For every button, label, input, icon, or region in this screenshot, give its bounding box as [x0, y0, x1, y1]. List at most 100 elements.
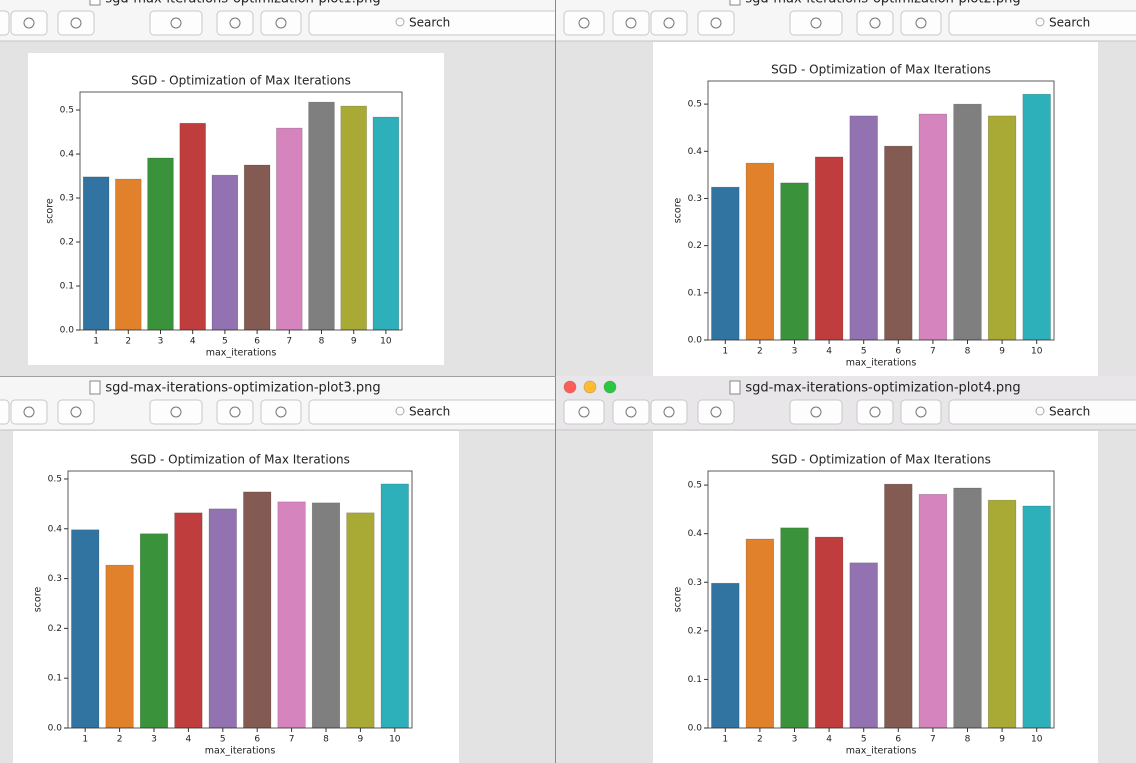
- x-tick-label: 10: [1031, 735, 1043, 745]
- traffic-light[interactable]: [563, 380, 577, 394]
- x-tick-label: 5: [861, 347, 867, 357]
- x-tick-label: 1: [722, 735, 728, 745]
- bar: [82, 176, 110, 331]
- search-field[interactable]: [948, 399, 1136, 425]
- y-tick-label: 0.2: [688, 626, 702, 636]
- bar: [711, 582, 740, 729]
- zoom-out-button[interactable]: [612, 399, 650, 425]
- search-icon: [395, 406, 405, 416]
- rotate-button[interactable]: [856, 399, 894, 425]
- share-button[interactable]: [57, 10, 95, 36]
- x-tick-label: 3: [792, 347, 798, 357]
- search-placeholder: Search: [1049, 405, 1090, 419]
- file-icon: [729, 0, 741, 6]
- preview-window: sgd-max-iterations-optimization-plot2.pn…: [556, 0, 1136, 376]
- share-button[interactable]: [697, 10, 735, 36]
- sidebar-button[interactable]: [563, 10, 605, 36]
- button-icon: [663, 406, 675, 418]
- x-tick-label: 4: [826, 347, 832, 357]
- markup-pen-button[interactable]: [789, 399, 843, 425]
- rotate-button[interactable]: [216, 399, 254, 425]
- button-icon: [915, 17, 927, 29]
- y-tick-label: 0.5: [60, 106, 74, 116]
- markup-button[interactable]: [260, 10, 302, 36]
- rotate-button[interactable]: [856, 10, 894, 36]
- x-tick-label: 7: [930, 347, 936, 357]
- x-tick-label: 10: [380, 337, 392, 347]
- preview-window: sgd-max-iterations-optimization-plot1.pn…: [0, 0, 609, 376]
- y-tick-label: 0.3: [60, 194, 74, 204]
- y-tick-label: 0.4: [60, 150, 75, 160]
- button-icon: [70, 406, 82, 418]
- x-tick-label: 6: [895, 735, 901, 745]
- file-icon: [729, 380, 741, 395]
- zoom-in-button[interactable]: [10, 10, 48, 36]
- bar: [243, 164, 271, 331]
- button-icon: [229, 406, 241, 418]
- zoom-in-button[interactable]: [650, 10, 688, 36]
- button-icon: [170, 17, 182, 29]
- bar: [918, 113, 948, 341]
- x-tick-label: 1: [722, 347, 728, 357]
- share-button[interactable]: [697, 399, 735, 425]
- x-axis-label: max_iterations: [846, 746, 917, 757]
- y-tick-label: 0.3: [688, 578, 702, 588]
- zoom-out-button[interactable]: [0, 10, 10, 36]
- bar: [372, 116, 400, 331]
- bar: [139, 533, 169, 729]
- zoom-out-button[interactable]: [0, 399, 10, 425]
- zoom-in-button[interactable]: [650, 399, 688, 425]
- plot-frame: [707, 470, 1055, 729]
- search-field[interactable]: [308, 399, 609, 425]
- bar: [953, 487, 982, 729]
- markup-button[interactable]: [260, 399, 302, 425]
- search-field[interactable]: [308, 10, 609, 36]
- y-tick-label: 0.5: [48, 474, 62, 484]
- markup-button[interactable]: [900, 10, 942, 36]
- file-icon: [89, 0, 101, 6]
- markup-pen-button[interactable]: [789, 10, 843, 36]
- file-icon: [89, 380, 101, 395]
- y-tick-label: 0.1: [688, 675, 702, 685]
- zoom-in-button[interactable]: [10, 399, 48, 425]
- share-button[interactable]: [57, 399, 95, 425]
- markup-pen-button[interactable]: [149, 10, 203, 36]
- bar: [340, 105, 367, 331]
- traffic-light[interactable]: [603, 380, 617, 394]
- button-icon: [810, 406, 822, 418]
- rotate-button[interactable]: [216, 10, 254, 36]
- zoom-out-button[interactable]: [612, 10, 650, 36]
- x-tick-label: 4: [190, 337, 196, 347]
- button-icon: [915, 406, 927, 418]
- bar: [147, 157, 174, 331]
- button-icon: [710, 17, 722, 29]
- bar: [814, 536, 844, 729]
- search-field[interactable]: [948, 10, 1136, 36]
- markup-button[interactable]: [900, 399, 942, 425]
- x-tick-label: 5: [220, 735, 226, 745]
- bar: [814, 156, 844, 341]
- y-axis-label: score: [45, 198, 56, 224]
- x-tick-label: 2: [757, 347, 763, 357]
- y-tick-label: 0.1: [60, 282, 74, 292]
- button-icon: [578, 406, 590, 418]
- y-tick-label: 0.2: [688, 241, 702, 251]
- y-axis-label: score: [673, 198, 684, 224]
- preview-window: sgd-max-iterations-optimization-plot4.pn…: [556, 376, 1136, 763]
- search-placeholder: Search: [1049, 16, 1090, 30]
- button-icon: [625, 17, 637, 29]
- button-icon: [170, 406, 182, 418]
- sidebar-button[interactable]: [563, 399, 605, 425]
- traffic-light[interactable]: [583, 380, 597, 394]
- button-icon: [70, 17, 82, 29]
- y-tick-label: 0.0: [60, 326, 75, 336]
- y-tick-label: 0.2: [60, 238, 74, 248]
- markup-pen-button[interactable]: [149, 399, 203, 425]
- y-tick-label: 0.3: [688, 194, 702, 204]
- x-tick-label: 4: [186, 735, 192, 745]
- bar: [780, 527, 809, 729]
- window-title: sgd-max-iterations-optimization-plot4.pn…: [745, 381, 1020, 396]
- y-tick-label: 0.5: [688, 481, 702, 491]
- bar: [174, 512, 203, 729]
- bar: [849, 115, 878, 341]
